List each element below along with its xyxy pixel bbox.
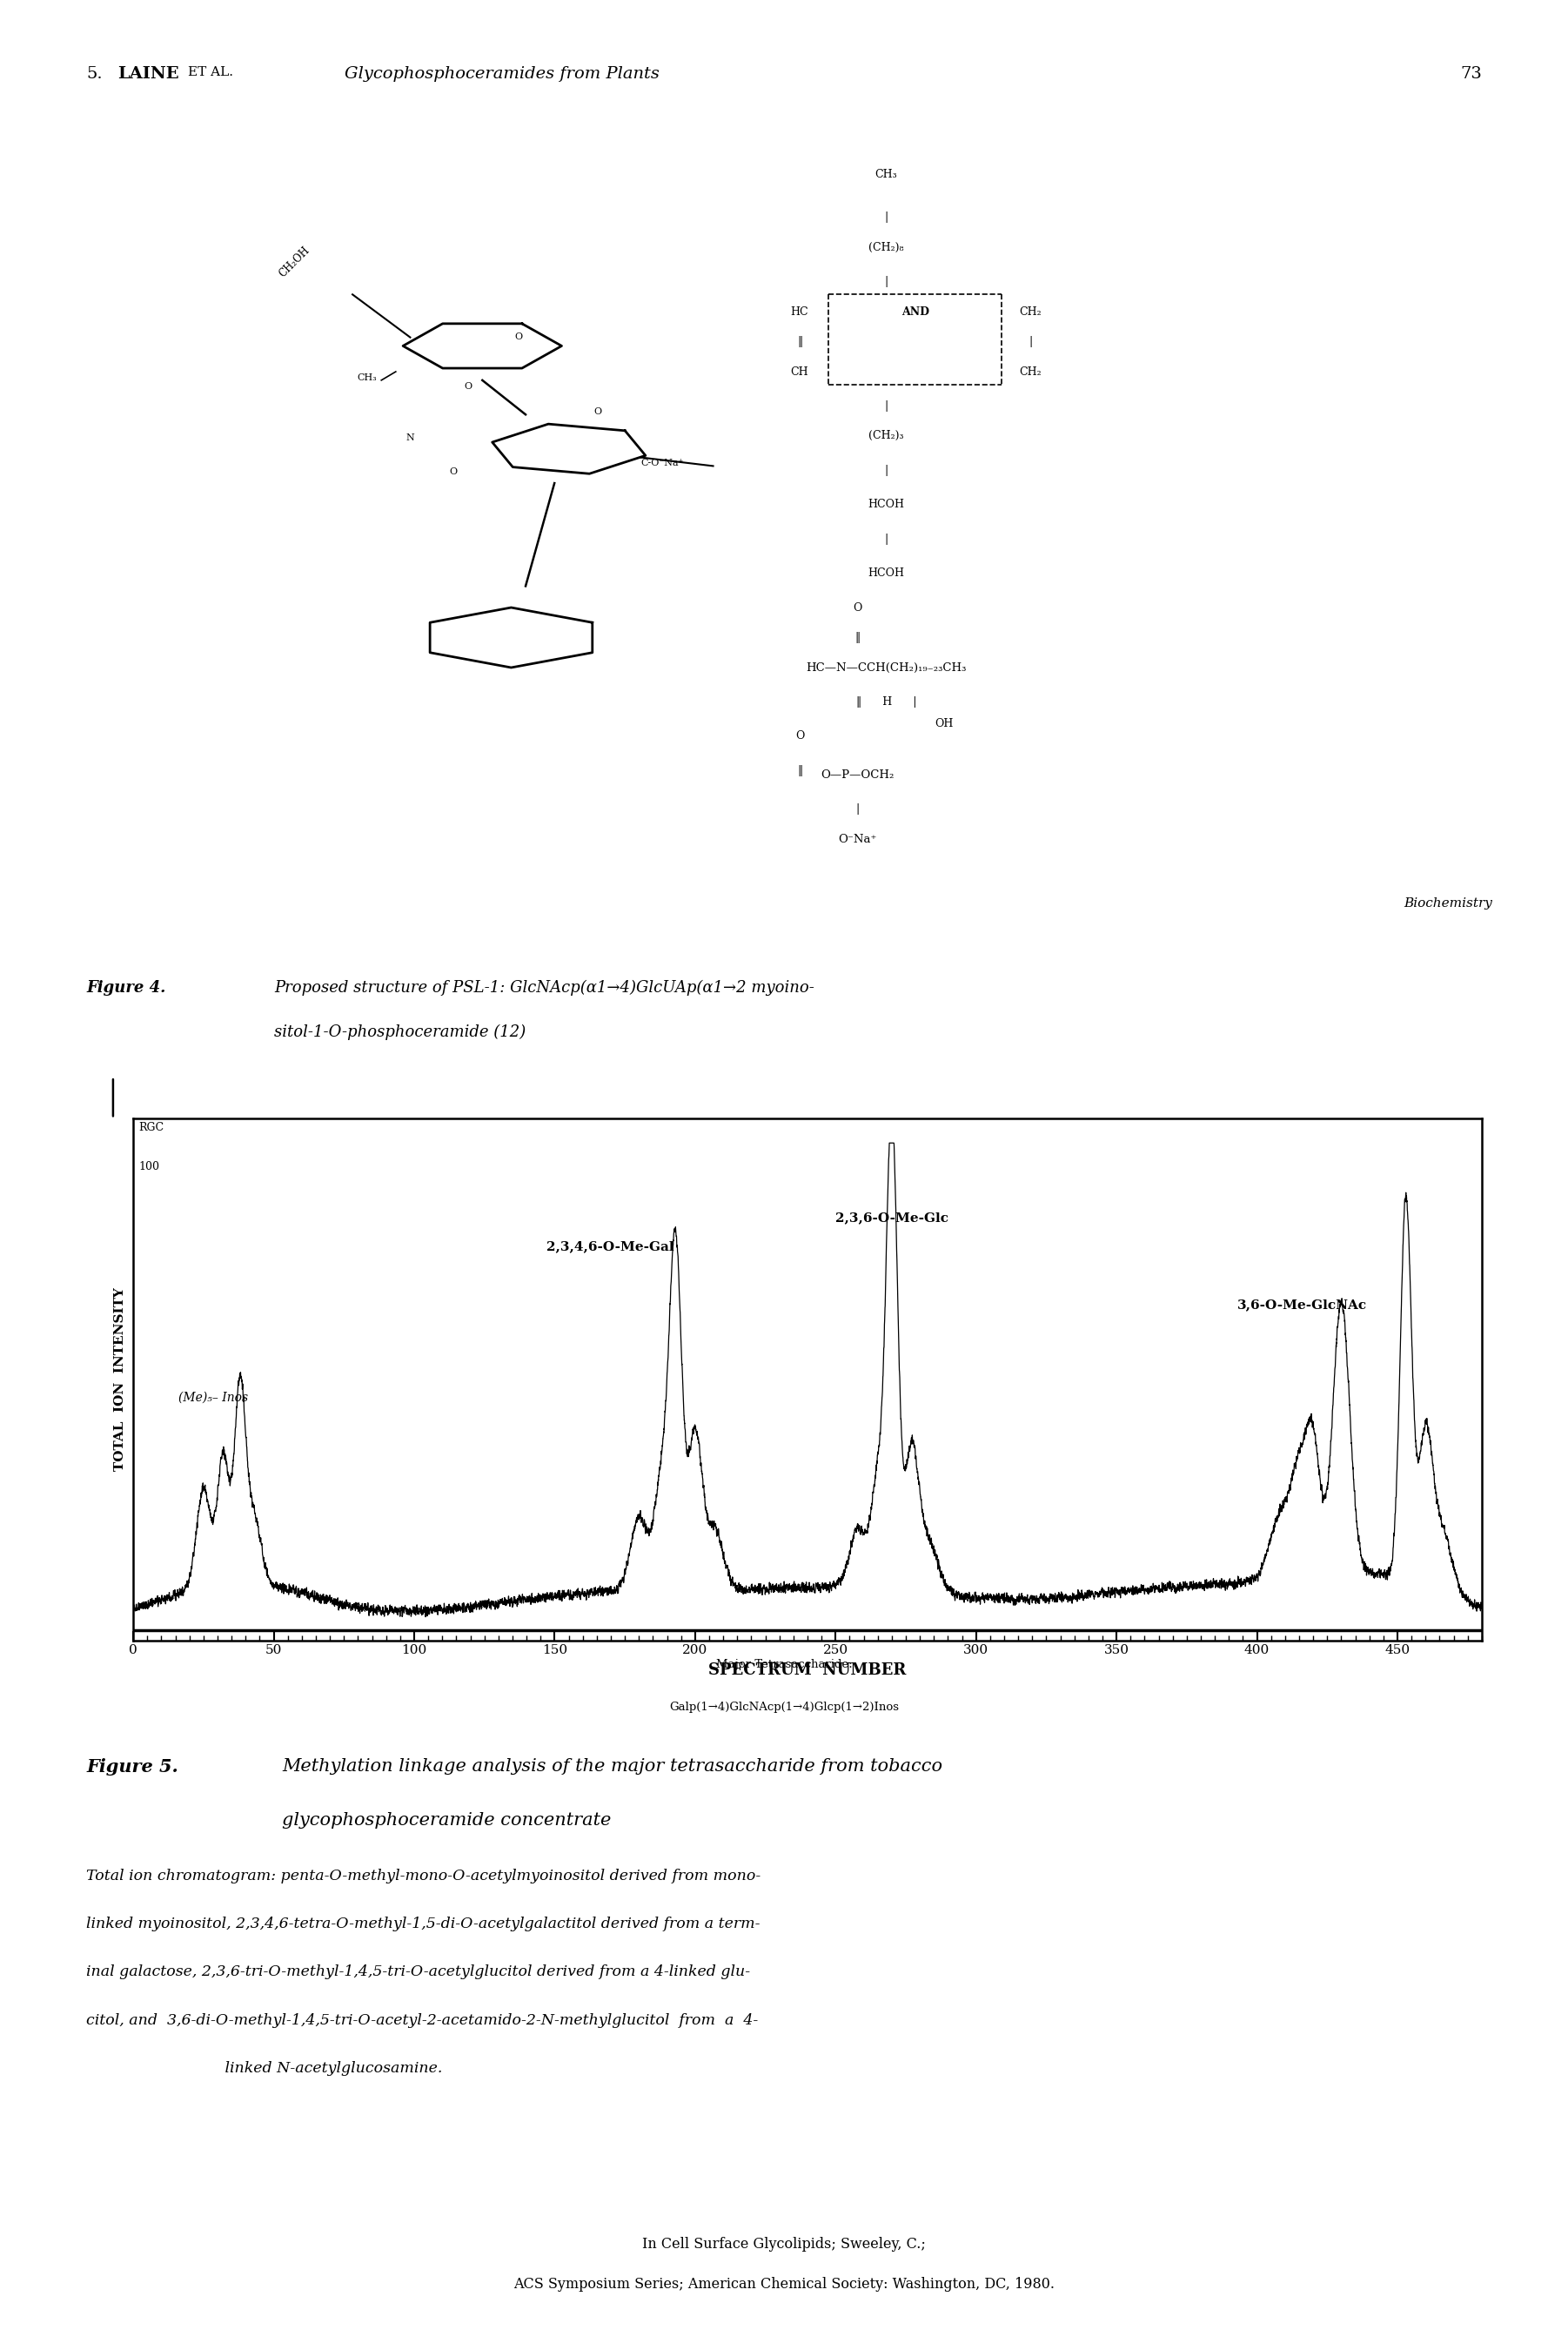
Text: 100: 100 (140, 1161, 160, 1173)
Text: In Cell Surface Glycolipids; Sweeley, C.;: In Cell Surface Glycolipids; Sweeley, C.… (643, 2237, 925, 2251)
Text: OH: OH (935, 717, 953, 728)
Text: |: | (856, 804, 859, 815)
Text: O⁻Na⁺: O⁻Na⁺ (837, 834, 877, 844)
Text: 3,6-O-Me-GlcNAc: 3,6-O-Me-GlcNAc (1237, 1300, 1367, 1311)
Text: O: O (795, 731, 804, 743)
Text: HCOH: HCOH (869, 498, 905, 510)
Text: C-O⁻Na⁺: C-O⁻Na⁺ (641, 458, 684, 468)
Text: |: | (884, 465, 887, 477)
Text: Biochemistry: Biochemistry (1403, 898, 1493, 909)
Text: O—P—OCH₂: O—P—OCH₂ (820, 768, 894, 780)
Text: linked N-acetylglucosamine.: linked N-acetylglucosamine. (86, 2061, 442, 2075)
Text: Figure 5.: Figure 5. (86, 1758, 179, 1774)
Text: Galp(1→4)GlcNAcp(1→4)Glcp(1→2)Inos: Galp(1→4)GlcNAcp(1→4)Glcp(1→2)Inos (670, 1701, 898, 1713)
Text: ET AL.: ET AL. (188, 66, 234, 78)
Text: O: O (450, 468, 458, 477)
X-axis label: SPECTRUM  NUMBER: SPECTRUM NUMBER (709, 1664, 906, 1678)
Y-axis label: TOTAL  ION  INTENSITY: TOTAL ION INTENSITY (114, 1288, 125, 1471)
Text: glycophosphoceramide concentrate: glycophosphoceramide concentrate (282, 1812, 612, 1828)
Text: (Me)₅– Inos: (Me)₅– Inos (179, 1391, 248, 1403)
Text: AND: AND (902, 306, 928, 317)
Text: ‖: ‖ (797, 764, 803, 776)
Text: |: | (884, 533, 887, 545)
Text: CH₃: CH₃ (875, 169, 897, 181)
Text: linked myoinositol, 2,3,4,6-tetra-O-methyl-1,5-di-O-acetylgalactitol derived fro: linked myoinositol, 2,3,4,6-tetra-O-meth… (86, 1918, 760, 1932)
Text: |: | (884, 275, 887, 287)
Text: (CH₂)₃: (CH₂)₃ (869, 430, 903, 442)
Text: Proposed structure of PSL-1: GlcNAcp(α1→4)GlcUAp(α1→2 myoino-: Proposed structure of PSL-1: GlcNAcp(α1→… (274, 980, 815, 996)
Text: |: | (884, 400, 887, 411)
Text: CH₃: CH₃ (358, 374, 376, 383)
Text: N: N (406, 432, 414, 442)
Text: Figure 4.: Figure 4. (86, 980, 166, 996)
Text: sitol-1-O-phosphoceramide (12): sitol-1-O-phosphoceramide (12) (274, 1025, 527, 1041)
Text: 73: 73 (1460, 66, 1482, 82)
Text: Methylation linkage analysis of the major tetrasaccharide from tobacco: Methylation linkage analysis of the majo… (282, 1758, 942, 1774)
Text: 2,3,6-O-Me-Glc: 2,3,6-O-Me-Glc (836, 1210, 949, 1224)
Text: O: O (594, 407, 602, 416)
Text: Glycophosphoceramides from Plants: Glycophosphoceramides from Plants (345, 66, 660, 82)
Text: 2,3,4,6-O-Me-Gal: 2,3,4,6-O-Me-Gal (546, 1241, 674, 1253)
Text: LAINE: LAINE (118, 66, 179, 82)
Text: CH₂OH: CH₂OH (278, 244, 312, 280)
Text: CH₂: CH₂ (1019, 367, 1041, 378)
Text: inal galactose, 2,3,6-tri-O-methyl-1,4,5-tri-O-acetylglucitol derived from a 4-l: inal galactose, 2,3,6-tri-O-methyl-1,4,5… (86, 1965, 750, 1979)
Text: RGC: RGC (140, 1121, 165, 1133)
Text: O: O (853, 602, 862, 613)
Text: ‖: ‖ (797, 336, 803, 348)
Text: |: | (884, 212, 887, 223)
Text: |: | (1029, 336, 1032, 348)
Text: (CH₂)₈: (CH₂)₈ (869, 242, 903, 254)
Text: CH₂: CH₂ (1019, 306, 1041, 317)
Text: HCOH: HCOH (869, 569, 905, 578)
Text: CH: CH (790, 367, 809, 378)
Text: O: O (464, 381, 472, 390)
Text: HC—N—CCH(CH₂)₁₉₋₂₃CH₃: HC—N—CCH(CH₂)₁₉₋₂₃CH₃ (806, 663, 966, 672)
Text: 5.: 5. (86, 66, 102, 82)
Text: O: O (514, 331, 522, 341)
Text: ‖: ‖ (855, 632, 861, 644)
Text: ACS Symposium Series; American Chemical Society: Washington, DC, 1980.: ACS Symposium Series; American Chemical … (513, 2277, 1055, 2291)
Text: Total ion chromatogram: penta-O-methyl-mono-O-acetylmyoinositol derived from mon: Total ion chromatogram: penta-O-methyl-m… (86, 1868, 760, 1882)
Text: HC: HC (790, 306, 809, 317)
Text: ‖      H      |: ‖ H | (856, 696, 916, 707)
Text: Major Tetrasaccharide:: Major Tetrasaccharide: (717, 1659, 851, 1671)
Text: citol, and  3,6-di-O-methyl-1,4,5-tri-O-acetyl-2-acetamido-2-N-methylglucitol  f: citol, and 3,6-di-O-methyl-1,4,5-tri-O-a… (86, 2012, 759, 2028)
